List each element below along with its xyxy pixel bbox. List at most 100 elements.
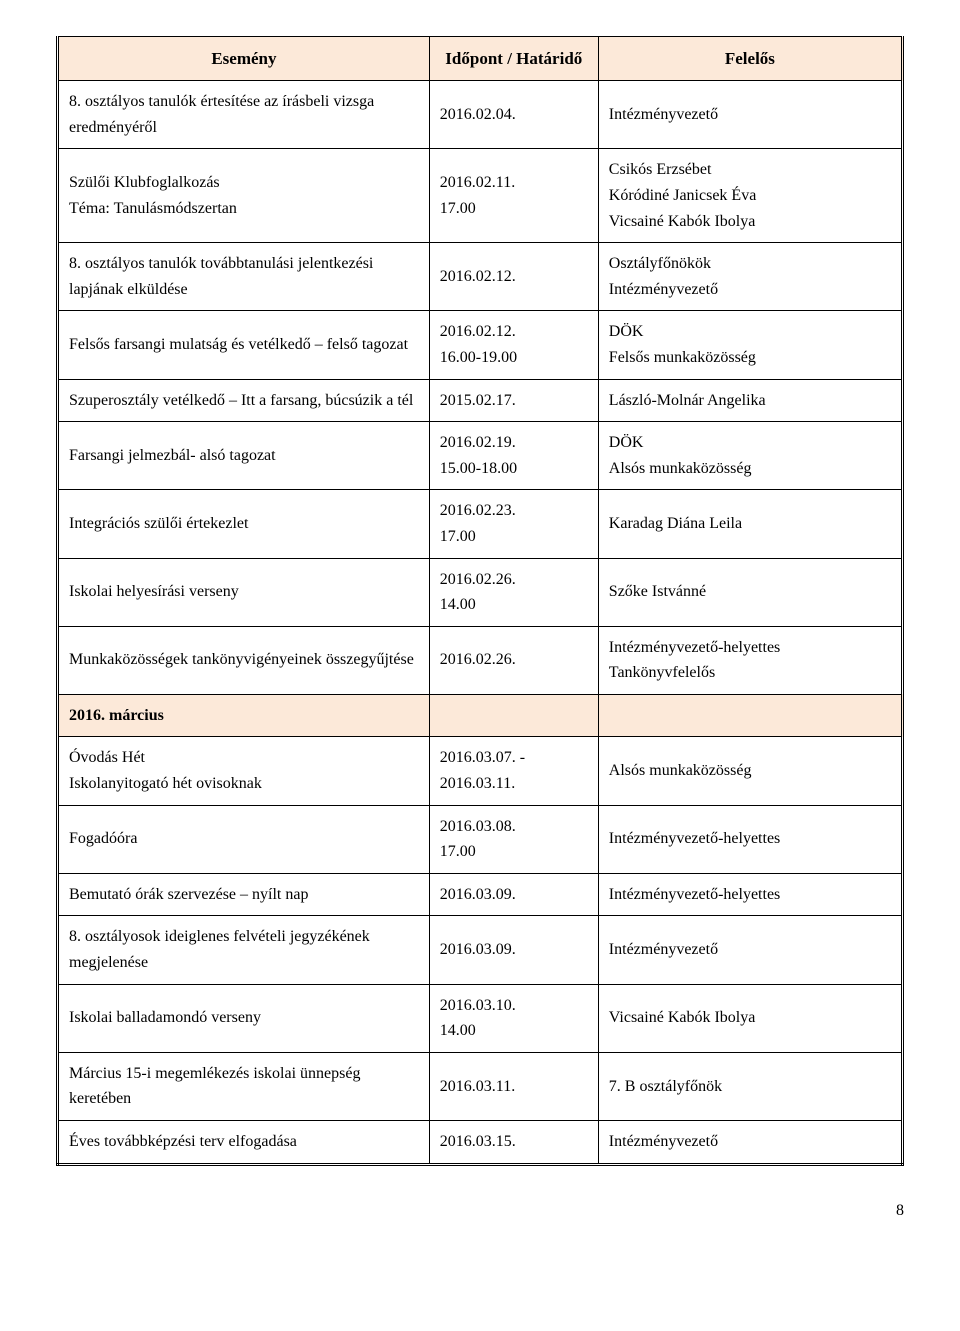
cell-date-line: 2016.02.12.	[440, 319, 588, 345]
cell-date-line: 2016.03.07. -	[440, 745, 588, 771]
cell-responsible-line: Alsós munkaközösség	[609, 758, 891, 784]
table-row: 8. osztályos tanulók értesítése az írásb…	[58, 81, 903, 149]
table-row: Szuperosztály vetélkedő – Itt a farsang,…	[58, 379, 903, 422]
cell-date-line: 16.00-19.00	[440, 345, 588, 371]
section-row: 2016. március	[58, 694, 903, 737]
cell-date-line: 2016.02.26.	[440, 647, 588, 673]
cell-event: Óvodás HétIskolanyitogató hét ovisoknak	[58, 737, 430, 805]
cell-event-line: Március 15-i megemlékezés iskolai ünneps…	[69, 1061, 419, 1112]
section-gap	[598, 694, 902, 737]
cell-date: 2016.03.07. -2016.03.11.	[429, 737, 598, 805]
cell-event: Felsős farsangi mulatság és vetélkedő – …	[58, 311, 430, 379]
cell-date: 2016.03.10.14.00	[429, 984, 598, 1052]
table-row: 8. osztályosok ideiglenes felvételi jegy…	[58, 916, 903, 984]
cell-responsible: Intézményvezető-helyettes	[598, 805, 902, 873]
cell-event: Munkaközösségek tankönyvigényeinek össze…	[58, 626, 430, 694]
cell-event-line: Óvodás Hét	[69, 745, 419, 771]
cell-responsible-line: Intézményvezető	[609, 937, 891, 963]
cell-date-line: 17.00	[440, 196, 588, 222]
cell-event: Szuperosztály vetélkedő – Itt a farsang,…	[58, 379, 430, 422]
cell-responsible: Csikós ErzsébetKóródiné Janicsek ÉvaVics…	[598, 149, 902, 243]
cell-event-line: Éves továbbképzési terv elfogadása	[69, 1129, 419, 1155]
cell-date: 2016.02.26.	[429, 626, 598, 694]
cell-responsible: DÖKFelsős munkaközösség	[598, 311, 902, 379]
cell-responsible: Intézményvezető	[598, 81, 902, 149]
cell-event-line: Felsős farsangi mulatság és vetélkedő – …	[69, 332, 419, 358]
table-row: 8. osztályos tanulók továbbtanulási jele…	[58, 243, 903, 311]
cell-responsible-line: DÖK	[609, 430, 891, 456]
cell-event-line: Farsangi jelmezbál- alsó tagozat	[69, 443, 419, 469]
cell-event-line: Iskolanyitogató hét ovisoknak	[69, 771, 419, 797]
cell-date-line: 2016.02.23.	[440, 498, 588, 524]
table-row: Március 15-i megemlékezés iskolai ünneps…	[58, 1052, 903, 1120]
cell-event-line: Bemutató órák szervezése – nyílt nap	[69, 882, 419, 908]
cell-responsible: László-Molnár Angelika	[598, 379, 902, 422]
cell-responsible-line: Alsós munkaközösség	[609, 456, 891, 482]
cell-event-line: Integrációs szülői értekezlet	[69, 511, 419, 537]
cell-event: Március 15-i megemlékezés iskolai ünneps…	[58, 1052, 430, 1120]
cell-date-line: 2016.03.10.	[440, 993, 588, 1019]
cell-date-line: 2016.02.04.	[440, 102, 588, 128]
cell-responsible-line: Felsős munkaközösség	[609, 345, 891, 371]
cell-responsible: Alsós munkaközösség	[598, 737, 902, 805]
cell-date: 2016.03.09.	[429, 916, 598, 984]
cell-date: 2016.03.11.	[429, 1052, 598, 1120]
cell-event: 8. osztályosok ideiglenes felvételi jegy…	[58, 916, 430, 984]
cell-event: Fogadóóra	[58, 805, 430, 873]
cell-responsible-line: Tankönyvfelelős	[609, 660, 891, 686]
cell-event-line: 8. osztályosok ideiglenes felvételi jegy…	[69, 924, 419, 975]
section-label: 2016. március	[58, 694, 430, 737]
cell-date-line: 2015.02.17.	[440, 388, 588, 414]
cell-responsible: Karadag Diána Leila	[598, 490, 902, 558]
cell-responsible-line: Intézményvezető-helyettes	[609, 826, 891, 852]
cell-date-line: 2016.02.19.	[440, 430, 588, 456]
cell-responsible-line: Osztályfőnökök	[609, 251, 891, 277]
cell-date: 2015.02.17.	[429, 379, 598, 422]
cell-date: 2016.02.23.17.00	[429, 490, 598, 558]
cell-date: 2016.02.19.15.00-18.00	[429, 422, 598, 490]
cell-responsible: DÖKAlsós munkaközösség	[598, 422, 902, 490]
cell-event: Szülői KlubfoglalkozásTéma: Tanulásmódsz…	[58, 149, 430, 243]
cell-event-line: Téma: Tanulásmódszertan	[69, 196, 419, 222]
cell-date: 2016.02.11.17.00	[429, 149, 598, 243]
section-gap	[429, 694, 598, 737]
cell-responsible-line: Csikós Erzsébet	[609, 157, 891, 183]
table-row: Szülői KlubfoglalkozásTéma: Tanulásmódsz…	[58, 149, 903, 243]
col-header-responsible: Felelős	[598, 37, 902, 81]
cell-responsible: Vicsainé Kabók Ibolya	[598, 984, 902, 1052]
cell-event: Bemutató órák szervezése – nyílt nap	[58, 873, 430, 916]
cell-date-line: 2016.02.12.	[440, 264, 588, 290]
cell-date: 2016.02.12.16.00-19.00	[429, 311, 598, 379]
cell-date-line: 2016.03.11.	[440, 771, 588, 797]
cell-responsible-line: Intézményvezető-helyettes	[609, 882, 891, 908]
cell-event-line: Szuperosztály vetélkedő – Itt a farsang,…	[69, 388, 419, 414]
col-header-event: Esemény	[58, 37, 430, 81]
cell-event: 8. osztályos tanulók értesítése az írásb…	[58, 81, 430, 149]
cell-date-line: 2016.02.11.	[440, 170, 588, 196]
table-row: Munkaközösségek tankönyvigényeinek össze…	[58, 626, 903, 694]
cell-date-line: 15.00-18.00	[440, 456, 588, 482]
cell-date-line: 2016.02.26.	[440, 567, 588, 593]
cell-responsible-line: Intézményvezető	[609, 1129, 891, 1155]
cell-date-line: 2016.03.11.	[440, 1074, 588, 1100]
cell-date: 2016.02.04.	[429, 81, 598, 149]
table-row: Iskolai helyesírási verseny2016.02.26.14…	[58, 558, 903, 626]
cell-date: 2016.03.15.	[429, 1121, 598, 1165]
cell-date-line: 14.00	[440, 1018, 588, 1044]
cell-responsible-line: Intézményvezető	[609, 277, 891, 303]
cell-date: 2016.03.08.17.00	[429, 805, 598, 873]
cell-event: 8. osztályos tanulók továbbtanulási jele…	[58, 243, 430, 311]
table-row: Felsős farsangi mulatság és vetélkedő – …	[58, 311, 903, 379]
cell-date-line: 2016.03.09.	[440, 937, 588, 963]
cell-responsible-line: Vicsainé Kabók Ibolya	[609, 1005, 891, 1031]
cell-date-line: 17.00	[440, 839, 588, 865]
cell-responsible-line: László-Molnár Angelika	[609, 388, 891, 414]
cell-event: Iskolai balladamondó verseny	[58, 984, 430, 1052]
cell-responsible: OsztályfőnökökIntézményvezető	[598, 243, 902, 311]
cell-responsible-line: Intézményvezető	[609, 102, 891, 128]
cell-responsible-line: 7. B osztályfőnök	[609, 1074, 891, 1100]
table-row: Farsangi jelmezbál- alsó tagozat 2016.02.…	[58, 422, 903, 490]
page-number: 8	[56, 1202, 904, 1220]
cell-event-line: 8. osztályos tanulók továbbtanulási jele…	[69, 251, 419, 302]
table-row: Bemutató órák szervezése – nyílt nap2016…	[58, 873, 903, 916]
